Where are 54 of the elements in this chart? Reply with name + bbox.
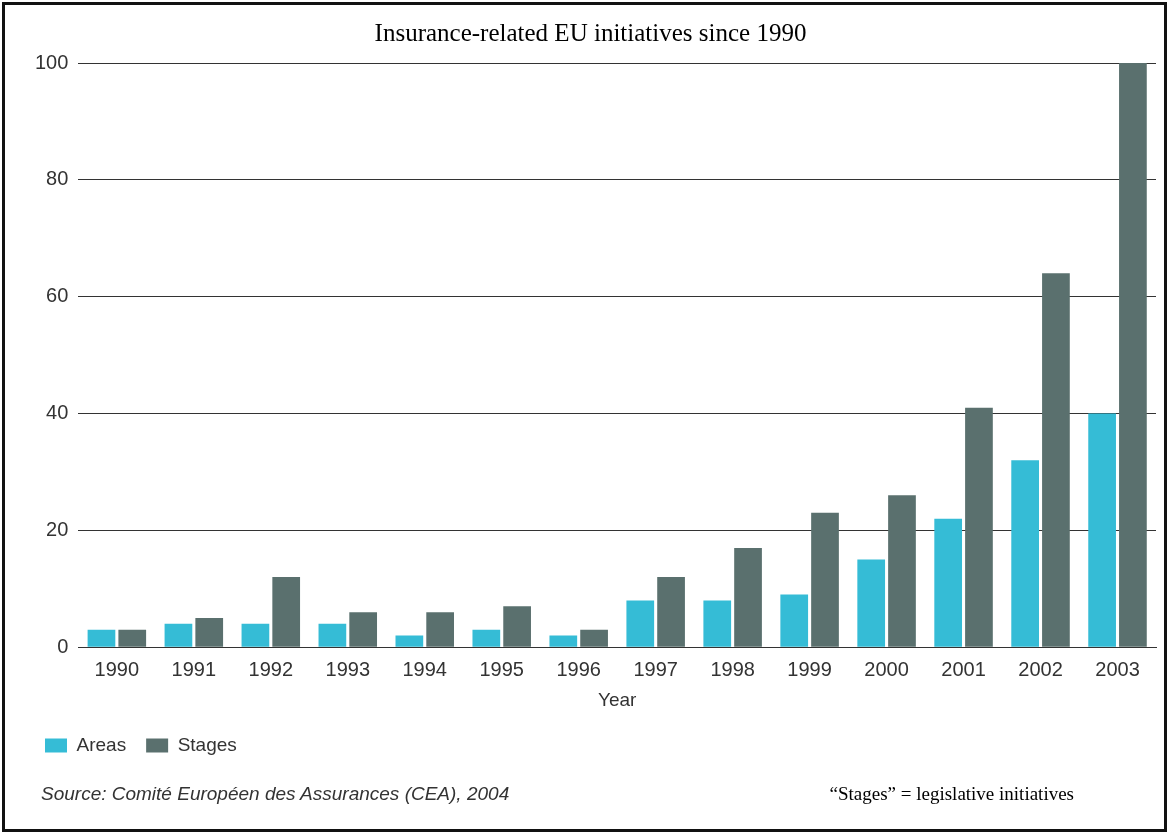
x-tick-label: 2000: [864, 657, 909, 680]
bar: [934, 518, 963, 647]
x-tick-label: 2002: [1018, 657, 1063, 680]
bar: [1042, 273, 1070, 647]
bar: [503, 606, 531, 647]
x-tick-label: 1998: [710, 657, 755, 680]
y-tick-label: 80: [46, 167, 69, 190]
legend-label: Stages: [177, 733, 237, 755]
bar: [626, 600, 655, 647]
bar: [426, 612, 454, 647]
x-tick-label: 1992: [248, 657, 294, 680]
bar: [241, 623, 270, 647]
bar: [549, 635, 578, 647]
bar: [349, 612, 378, 647]
bar: [857, 559, 886, 647]
text: “Stages” = legislative initiatives: [829, 783, 1074, 805]
bar: [1011, 460, 1039, 647]
bar: [580, 629, 608, 647]
bar: [118, 629, 147, 647]
bar: [1088, 413, 1116, 647]
x-tick-label: 1999: [787, 657, 832, 680]
x-tick-label: 1993: [325, 657, 371, 680]
bar: [395, 635, 424, 647]
x-tick-label: 1994: [402, 657, 447, 680]
bar: [657, 577, 685, 647]
chart-title: Insurance-related EU initiatives since 1990: [374, 18, 807, 46]
bar: [811, 512, 839, 647]
bar: [965, 407, 993, 647]
legend-label: Areas: [76, 733, 127, 755]
bar: [87, 629, 116, 647]
bar: [164, 623, 193, 647]
x-tick-label: 1997: [633, 657, 678, 680]
bar: [195, 617, 224, 647]
bar: [1119, 63, 1147, 647]
y-tick-label: 40: [46, 401, 69, 424]
x-tick-label: 2001: [941, 657, 986, 680]
x-tick-label: 1996: [556, 657, 601, 680]
bar: [703, 600, 732, 647]
bar: [780, 594, 809, 647]
y-tick-label: 0: [57, 634, 69, 657]
source-note: Source: Comité Européen des Assurances (CEA), 2004: [41, 783, 510, 805]
x-tick-label: 2003: [1095, 657, 1140, 680]
x-tick-label: 1995: [479, 657, 524, 680]
bar: [318, 623, 347, 647]
y-tick-label: 60: [46, 284, 69, 307]
x-tick-label: 1990: [94, 657, 140, 680]
bar: [272, 577, 301, 647]
bar: [888, 495, 916, 647]
x-axis-title: Year: [597, 688, 638, 710]
bar: [472, 629, 501, 647]
y-tick-label: 20: [46, 517, 69, 540]
bar: [734, 547, 762, 647]
x-tick-label: 1991: [171, 657, 217, 680]
y-tick-label: 100: [34, 50, 69, 73]
